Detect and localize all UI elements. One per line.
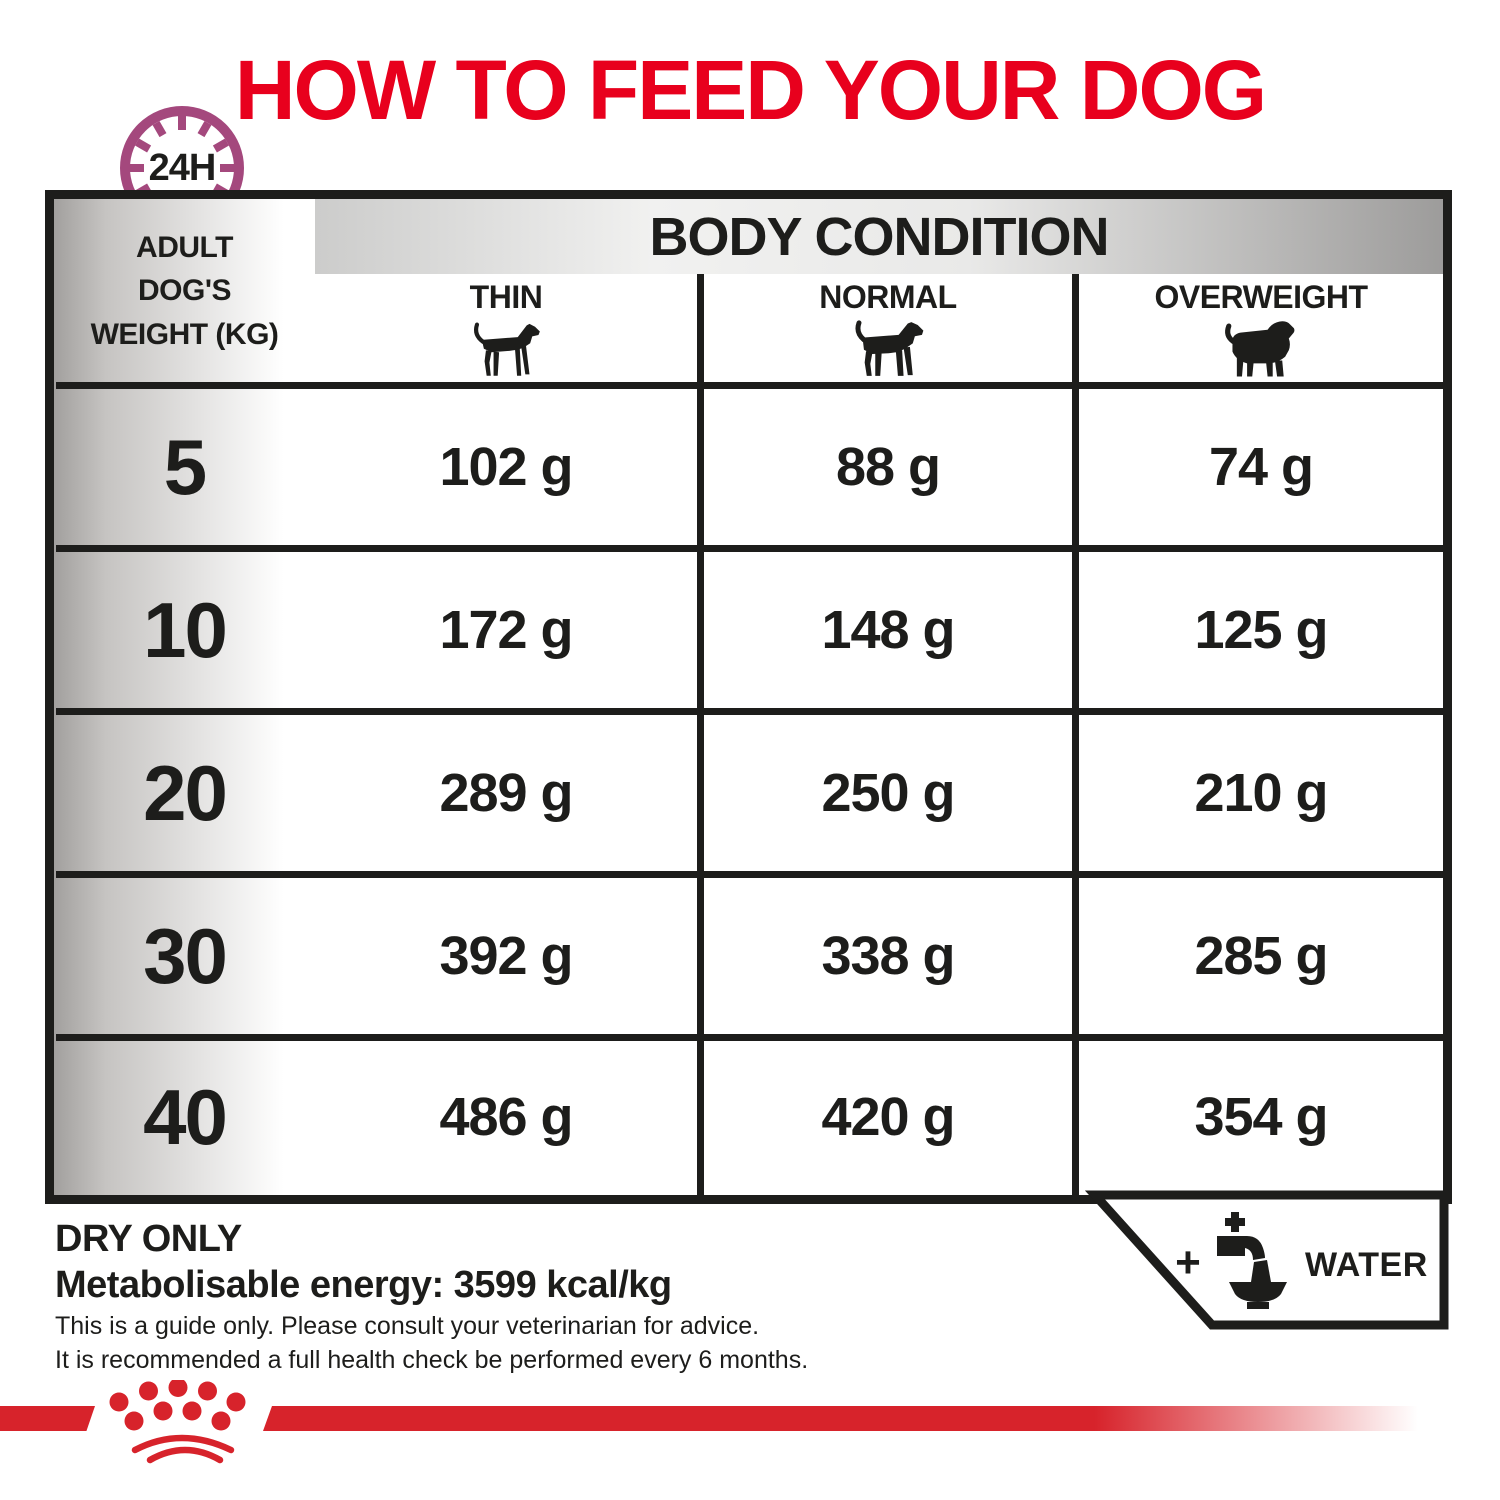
faucet-bowl-icon bbox=[1217, 1212, 1287, 1309]
table-border-right bbox=[1443, 190, 1452, 1204]
table-border-top bbox=[45, 190, 1452, 199]
ration-thin: 102 g bbox=[439, 437, 573, 497]
ration-normal: 338 g bbox=[821, 926, 955, 986]
ration-thin: 392 g bbox=[439, 926, 573, 986]
body-condition-band bbox=[315, 199, 1443, 274]
timer-24h-label: 24H bbox=[148, 146, 217, 189]
column-label-overweight: OVERWEIGHT bbox=[1154, 278, 1368, 315]
row-divider bbox=[56, 1034, 1443, 1041]
weight-value: 40 bbox=[143, 1072, 228, 1161]
ration-normal: 88 g bbox=[835, 437, 941, 497]
weight-value: 20 bbox=[143, 748, 228, 837]
weight-value: 30 bbox=[143, 911, 228, 1000]
ration-overweight: 354 g bbox=[1194, 1087, 1328, 1147]
table-border-left bbox=[45, 190, 54, 1204]
overweight-dog-icon bbox=[1079, 318, 1443, 378]
ration-overweight: 125 g bbox=[1194, 600, 1328, 660]
ration-normal: 148 g bbox=[821, 600, 955, 660]
column-label-thin: THIN bbox=[469, 278, 543, 315]
weight-value: 10 bbox=[143, 585, 228, 674]
ration-overweight: 285 g bbox=[1194, 926, 1328, 986]
plus-sign: + bbox=[1175, 1238, 1201, 1287]
guide-note-line1: This is a guide only. Please consult you… bbox=[55, 1312, 760, 1340]
thin-dog-icon bbox=[315, 318, 697, 378]
normal-dog-icon bbox=[704, 318, 1072, 378]
metabolisable-energy-line: Metabolisable energy: 3599 kcal/kg bbox=[55, 1264, 672, 1306]
body-condition-header: BODY CONDITION bbox=[649, 206, 1109, 267]
water-label: WATER bbox=[1305, 1246, 1428, 1284]
ration-thin: 289 g bbox=[439, 763, 573, 823]
row-divider bbox=[56, 871, 1443, 878]
ration-overweight: 74 g bbox=[1208, 437, 1314, 497]
column-divider-normal-overweight bbox=[1072, 274, 1079, 1195]
ration-normal: 420 g bbox=[821, 1087, 955, 1147]
ration-normal: 250 g bbox=[821, 763, 955, 823]
row-divider bbox=[56, 545, 1443, 552]
guide-note-line2: It is recommended a full health check be… bbox=[55, 1346, 809, 1374]
page-title: HOW TO FEED YOUR DOG bbox=[234, 43, 1267, 137]
ration-thin: 486 g bbox=[439, 1087, 573, 1147]
row-divider bbox=[56, 382, 1443, 389]
dry-only-label: DRY ONLY bbox=[55, 1218, 242, 1260]
column-label-normal: NORMAL bbox=[819, 278, 957, 315]
ration-overweight: 210 g bbox=[1194, 763, 1328, 823]
weight-value: 5 bbox=[163, 422, 207, 511]
weight-column-background bbox=[54, 199, 315, 1195]
weight-column-header: ADULT DOG'S WEIGHT (KG) bbox=[54, 205, 315, 377]
weight-header-line: ADULT bbox=[136, 230, 233, 264]
ration-thin: 172 g bbox=[439, 600, 573, 660]
table-border-bottom bbox=[45, 1195, 1452, 1204]
weight-header-line: WEIGHT (KG) bbox=[90, 317, 279, 351]
royal-canin-crown-logo bbox=[109, 1380, 246, 1464]
row-divider bbox=[56, 708, 1443, 715]
weight-header-line: DOG'S bbox=[138, 274, 231, 308]
brand-band-right bbox=[263, 1406, 1418, 1431]
water-badge-outline bbox=[1085, 1190, 1449, 1330]
column-divider-thin-normal bbox=[697, 274, 704, 1195]
brand-band-left bbox=[0, 1406, 95, 1431]
